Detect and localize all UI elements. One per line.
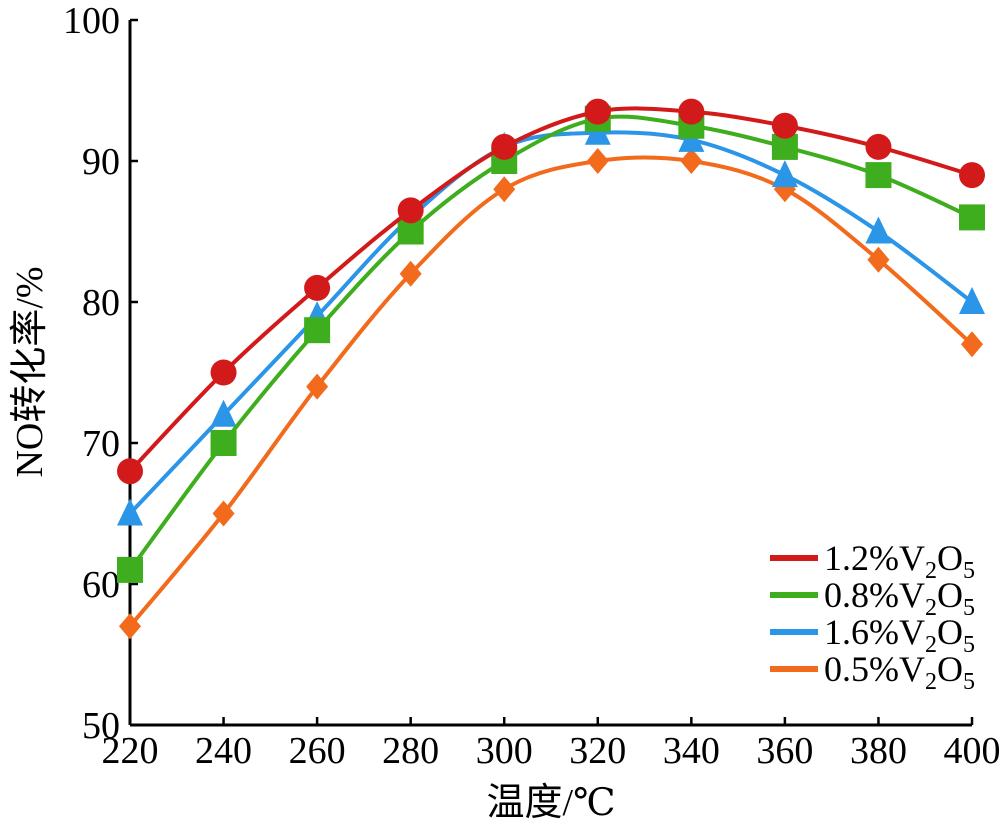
y-tick-label: 70 xyxy=(82,423,120,465)
x-tick-label: 360 xyxy=(756,730,813,772)
legend-label: 1.6%V2O5 xyxy=(824,612,975,658)
data-point-square xyxy=(959,204,985,231)
y-ticks: 50 60 70 80 90 100 xyxy=(63,0,138,747)
legend-label: 0.8%V2O5 xyxy=(824,575,975,621)
x-tick-label: 380 xyxy=(850,730,907,772)
y-tick-label: 100 xyxy=(63,0,120,42)
series-0.8%V2O5 xyxy=(117,105,985,583)
data-point-square xyxy=(117,556,143,583)
x-tick-label: 400 xyxy=(944,730,1000,772)
data-point-triangle xyxy=(117,498,143,526)
legend-item: 0.8%V2O5 xyxy=(770,575,975,621)
axes xyxy=(128,20,972,727)
data-point-diamond xyxy=(961,331,983,358)
data-point-diamond xyxy=(212,500,235,527)
legend-item: 1.6%V2O5 xyxy=(770,612,975,658)
data-point-circle xyxy=(397,197,424,224)
series-1.6%V2O5 xyxy=(117,117,985,526)
data-point-circle xyxy=(584,98,611,125)
x-tick-label: 340 xyxy=(663,730,720,772)
data-point-diamond xyxy=(306,373,329,400)
data-point-square xyxy=(865,162,892,189)
data-point-triangle xyxy=(210,399,237,427)
y-tick-label: 60 xyxy=(82,564,120,606)
data-point-triangle xyxy=(771,160,798,188)
data-point-circle xyxy=(210,359,237,386)
legend-item: 1.2%V2O5 xyxy=(770,538,975,584)
x-tick-label: 300 xyxy=(476,730,533,772)
series-layer xyxy=(117,98,985,640)
legend-item: 0.5%V2O5 xyxy=(770,649,975,695)
data-point-circle xyxy=(491,133,518,160)
legend-label: 0.5%V2O5 xyxy=(824,649,975,695)
data-point-square xyxy=(210,430,237,456)
data-point-circle xyxy=(678,98,705,125)
data-point-diamond xyxy=(119,613,141,640)
data-point-triangle xyxy=(959,287,985,314)
data-point-circle xyxy=(771,112,798,139)
data-point-circle xyxy=(865,133,892,160)
x-axis-title: 温度/℃ xyxy=(486,782,615,824)
data-point-diamond xyxy=(399,260,422,287)
x-tick-label: 260 xyxy=(289,730,346,772)
data-point-diamond xyxy=(586,148,609,174)
data-point-circle xyxy=(117,458,143,485)
data-point-diamond xyxy=(680,148,703,174)
legend-label: 1.2%V2O5 xyxy=(824,538,975,584)
data-point-square xyxy=(304,317,331,344)
series-line xyxy=(128,155,974,629)
x-tick-label: 280 xyxy=(382,730,439,772)
data-point-circle xyxy=(304,274,331,301)
data-point-diamond xyxy=(867,246,890,273)
x-tick-label: 220 xyxy=(102,730,159,772)
data-point-triangle xyxy=(865,216,892,244)
y-axis-title: NO转化率/% xyxy=(9,266,51,477)
x-ticks: 220 240 260 280 300 320 340 360 380 400 xyxy=(102,717,1000,772)
x-tick-label: 320 xyxy=(569,730,626,772)
y-tick-label: 80 xyxy=(82,282,120,324)
data-point-circle xyxy=(959,162,985,189)
series-line xyxy=(128,130,974,516)
series-line xyxy=(128,106,974,474)
series-1.2%V2O5 xyxy=(117,98,985,485)
data-point-diamond xyxy=(493,176,516,203)
y-tick-label: 50 xyxy=(82,705,120,747)
y-tick-label: 90 xyxy=(82,141,120,183)
x-tick-label: 240 xyxy=(195,730,252,772)
